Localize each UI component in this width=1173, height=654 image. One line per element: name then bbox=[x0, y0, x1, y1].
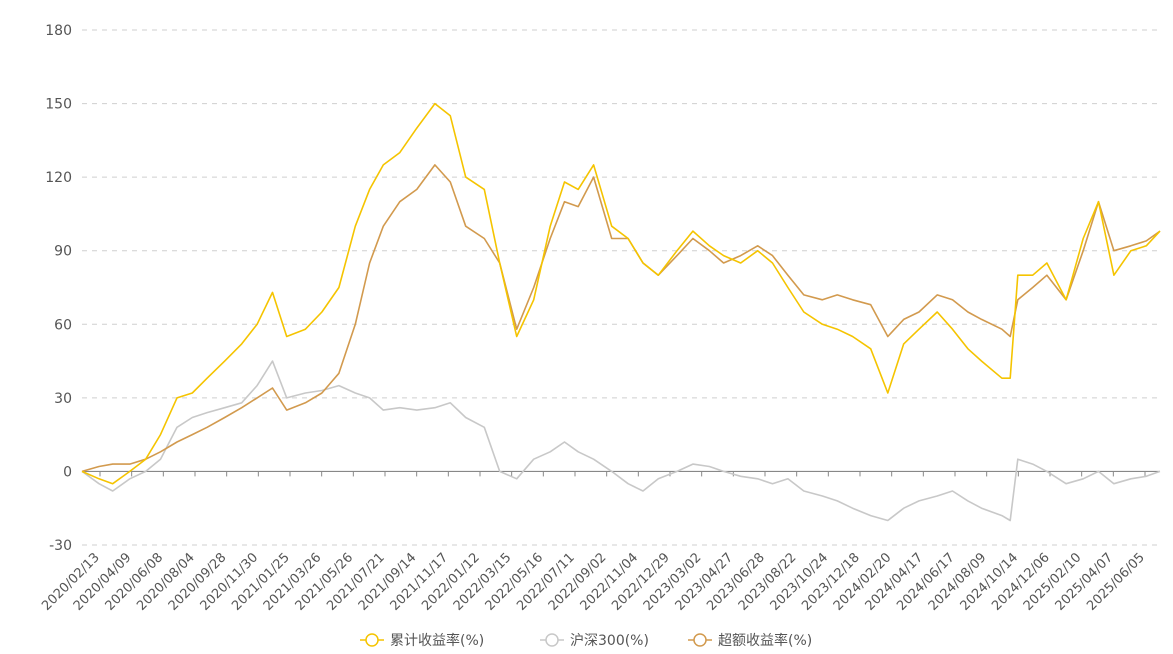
legend-label-1: 沪深300(%) bbox=[570, 633, 649, 649]
y-tick-label: 120 bbox=[45, 170, 72, 186]
legend-marker-0 bbox=[365, 633, 379, 647]
series-lines bbox=[81, 102, 1161, 522]
series-line-1 bbox=[81, 360, 1161, 522]
legend-label-0: 累计收益率(%) bbox=[390, 632, 484, 649]
grid-lines bbox=[82, 29, 1160, 546]
y-tick-label: 90 bbox=[54, 244, 72, 260]
y-tick-label: 60 bbox=[54, 317, 72, 333]
x-axis: 2020/02/132020/04/092020/06/082020/08/04… bbox=[39, 471, 1148, 614]
legend[interactable]: 累计收益率(%) 沪深300(%) 超额收益率(%) bbox=[360, 632, 812, 649]
y-tick-label: 0 bbox=[63, 464, 72, 480]
y-tick-label: 180 bbox=[45, 23, 72, 39]
legend-marker-1 bbox=[545, 633, 559, 647]
y-tick-label: 30 bbox=[54, 391, 72, 407]
y-tick-label: 150 bbox=[45, 97, 72, 113]
series-line-0 bbox=[81, 102, 1161, 485]
y-tick-label: -30 bbox=[49, 538, 72, 554]
series-line-2 bbox=[81, 164, 1161, 473]
y-axis-tick-labels: -30 0 30 60 90 120 150 180 bbox=[45, 23, 72, 554]
legend-label-2: 超额收益率(%) bbox=[718, 632, 812, 649]
legend-marker-2 bbox=[693, 633, 707, 647]
